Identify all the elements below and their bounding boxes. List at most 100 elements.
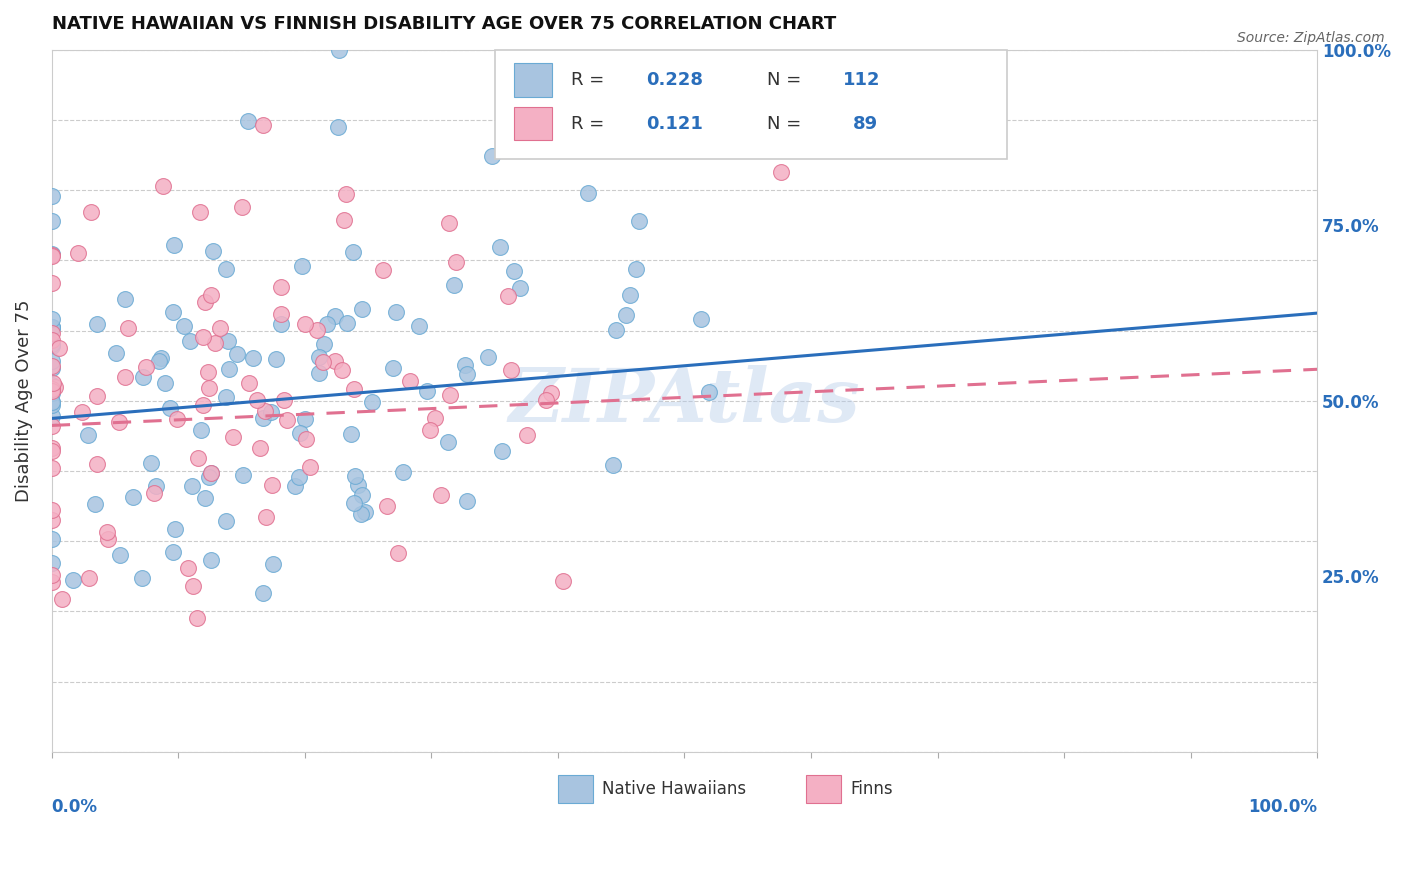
Point [41,556,63,570]
Point [217,334,239,348]
Point [218,362,240,376]
Point [252,118,274,132]
Point [270,307,292,321]
Point [323,310,346,324]
Point [41,334,63,348]
Text: R =: R = [571,71,610,89]
Point [284,478,307,492]
Point [252,586,274,600]
Point [200,466,222,480]
Point [381,360,404,375]
Point [77,428,100,442]
Point [41,441,63,455]
Point [238,376,260,390]
Point [108,549,131,563]
Point [375,499,398,513]
Point [314,337,336,351]
Point [416,384,439,399]
Point [350,302,373,317]
Point [430,488,453,502]
Point [260,478,283,492]
Point [697,384,720,399]
Point [276,412,298,426]
Point [509,281,531,295]
Point [173,319,195,334]
Point [152,179,174,194]
Point [288,470,311,484]
Point [198,470,221,484]
Point [86,318,108,332]
Point [41,443,63,458]
Point [79,571,101,585]
Point [41,354,63,368]
Point [340,426,363,441]
Point [498,288,520,302]
Point [204,336,226,351]
Point [354,505,377,519]
Point [236,114,259,128]
Point [690,312,713,326]
Text: Finns: Finns [851,780,893,798]
Point [308,350,330,364]
Point [41,337,63,351]
Point [48,341,70,355]
Point [295,432,318,446]
Point [84,497,107,511]
Point [294,412,316,426]
FancyBboxPatch shape [513,107,551,140]
Point [360,395,382,409]
Point [215,261,238,276]
Point [628,214,651,228]
FancyBboxPatch shape [806,775,841,803]
Point [41,326,63,340]
Text: 0.0%: 0.0% [52,797,98,815]
Point [191,329,214,343]
Point [141,456,163,470]
Y-axis label: Disability Age Over 75: Disability Age Over 75 [15,300,32,502]
Point [346,477,368,491]
Point [439,388,461,402]
Point [232,468,254,483]
Point [97,532,120,546]
Point [41,276,63,290]
Point [188,205,211,219]
Point [41,533,63,547]
Point [291,259,314,273]
Point [270,280,292,294]
Point [619,287,641,301]
Point [121,490,143,504]
Point [769,164,792,178]
Point [191,398,214,412]
Point [86,458,108,472]
Point [41,339,63,353]
Point [163,522,186,536]
Point [323,354,346,368]
Point [41,568,63,582]
Point [477,350,499,364]
Point [270,318,292,332]
Point [41,320,63,334]
Point [41,359,63,373]
Point [350,507,373,521]
Point [242,351,264,365]
Point [385,305,408,319]
Point [453,358,475,372]
Point [290,426,312,441]
Point [387,546,409,560]
Point [246,393,269,408]
Point [44,380,66,394]
Point [553,574,575,588]
Point [534,393,557,408]
Point [343,382,366,396]
Point [62,573,84,587]
Point [516,428,538,442]
Point [444,255,467,269]
Point [624,261,647,276]
Point [330,362,353,376]
Point [419,423,441,437]
Point [41,395,63,409]
Point [150,351,173,365]
Point [41,386,63,401]
Text: Source: ZipAtlas.com: Source: ZipAtlas.com [1237,31,1385,45]
Point [143,485,166,500]
